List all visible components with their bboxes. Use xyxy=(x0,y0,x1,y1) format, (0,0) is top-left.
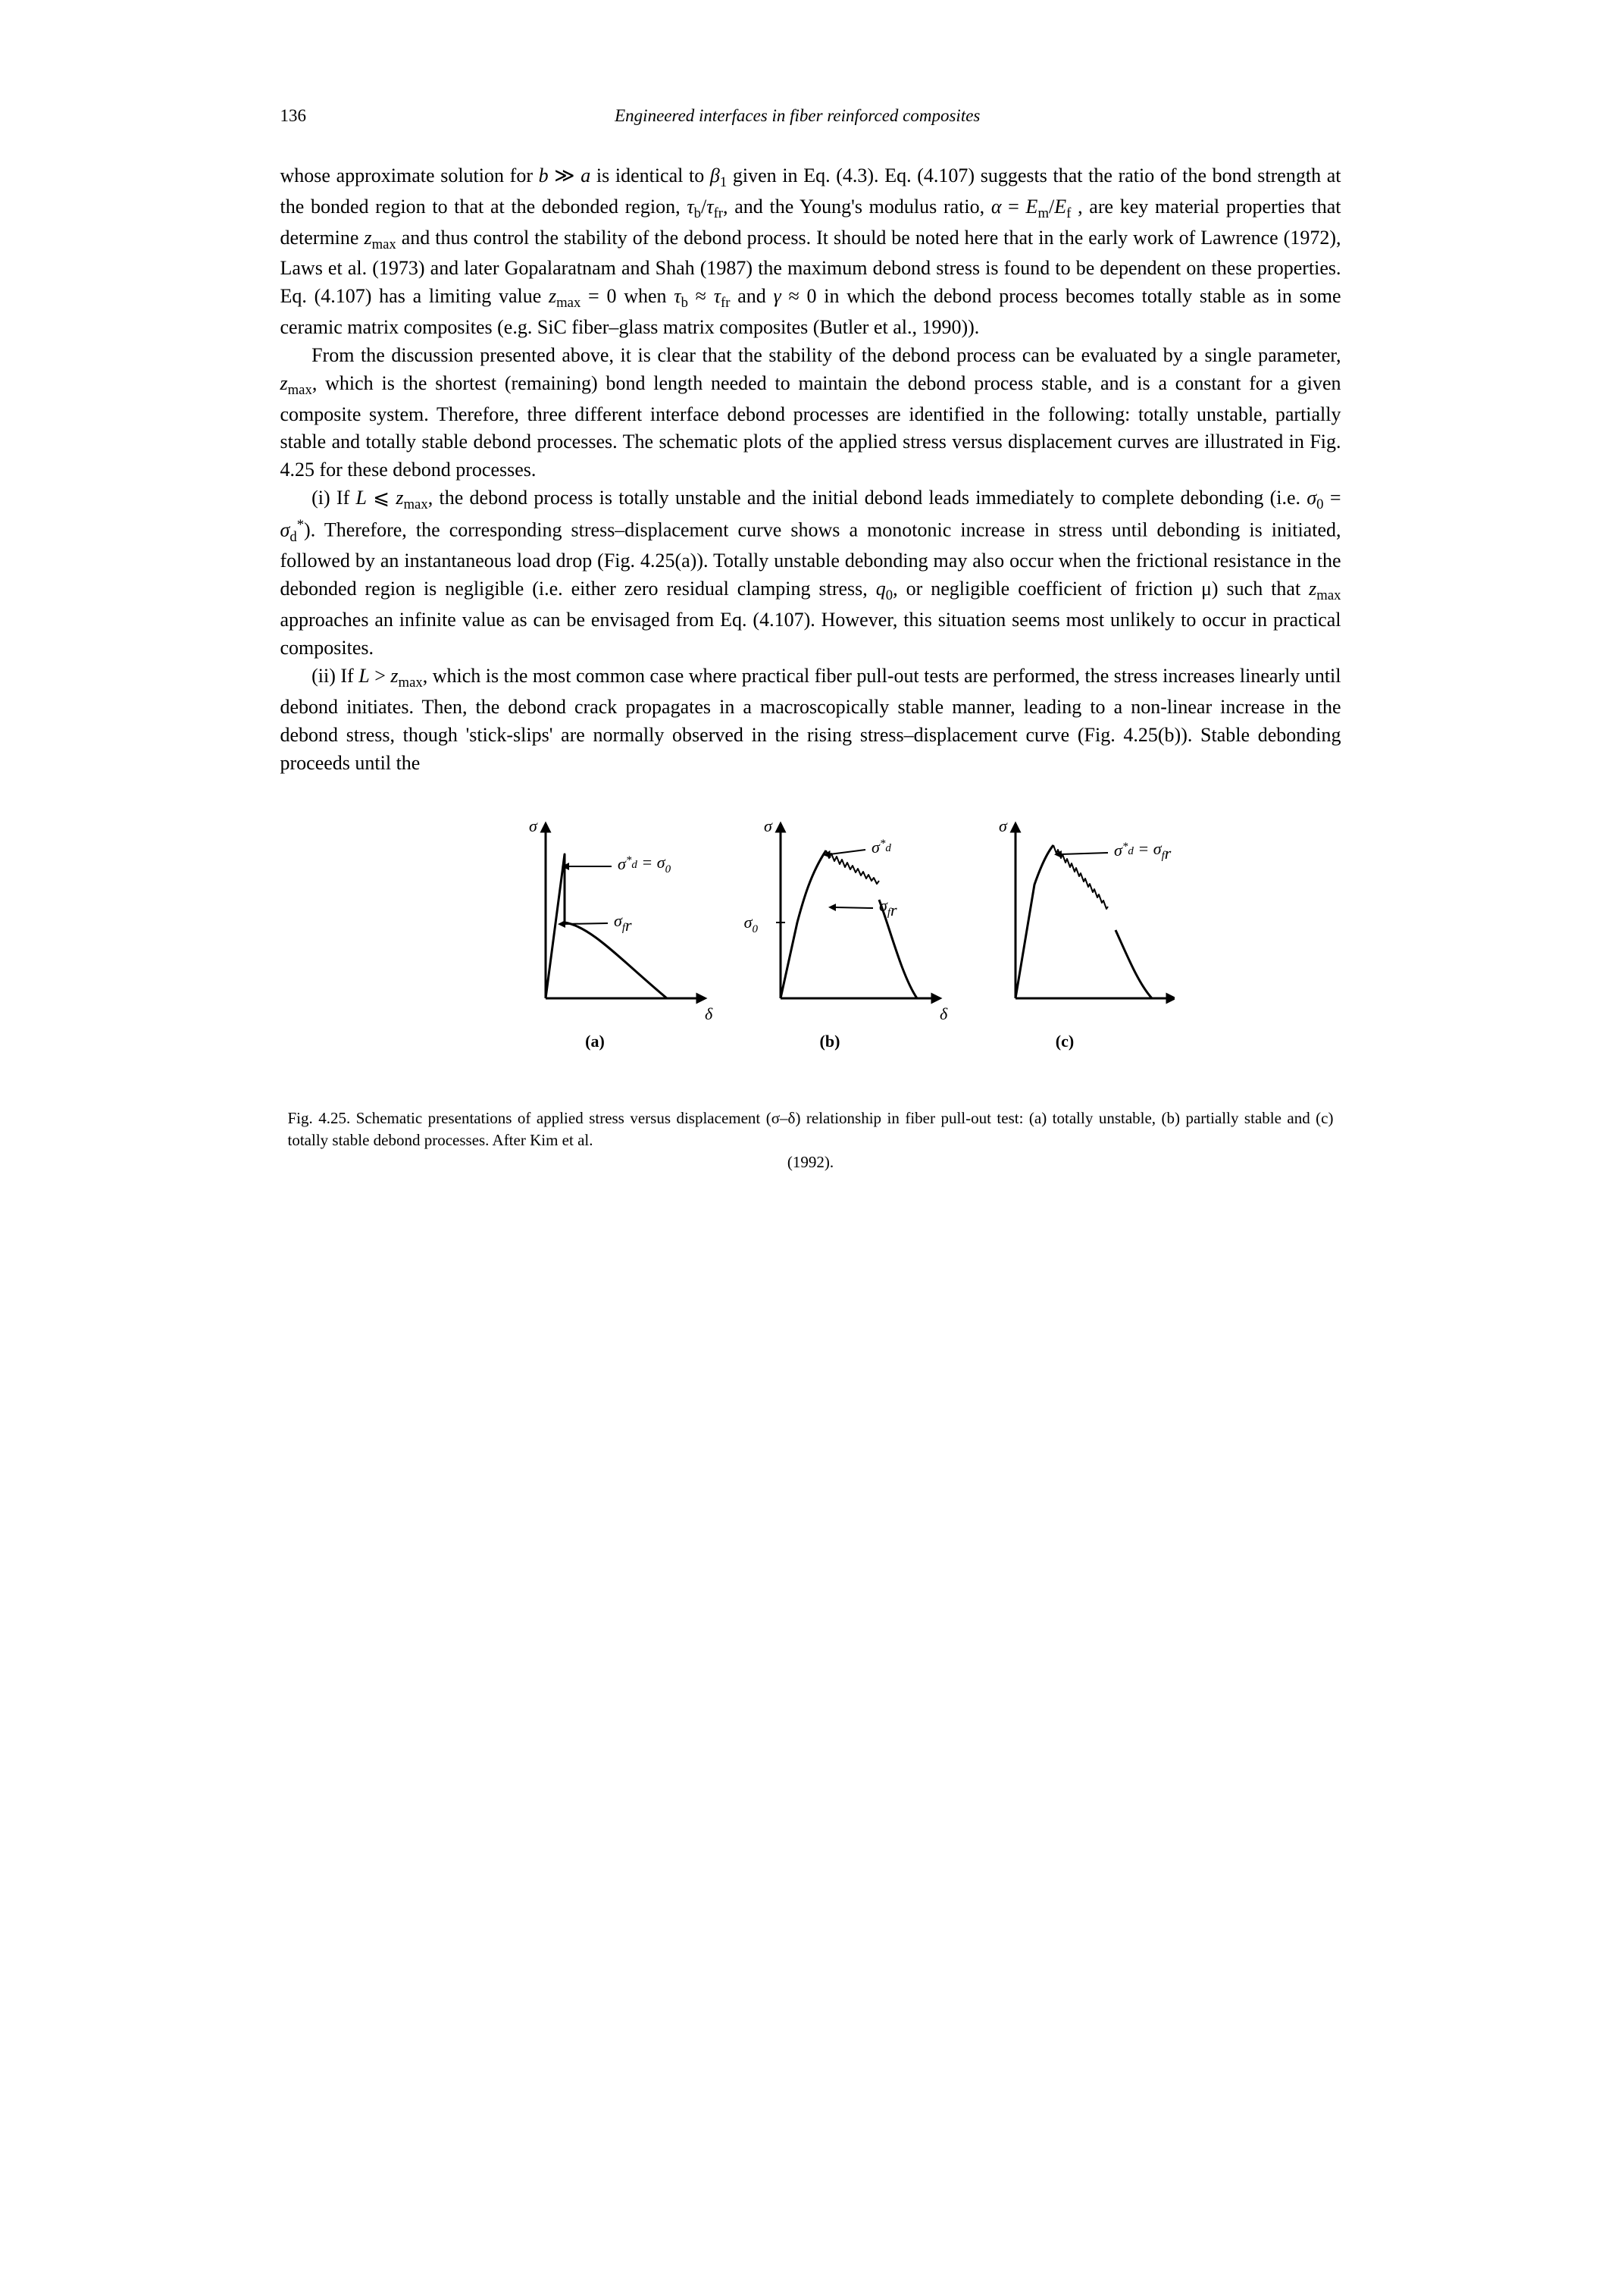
figure-4-25: σδσ*d = σ0σfr(a)σδσ0σ*dσfr(b)σδσ*d = σfr… xyxy=(280,809,1341,1173)
svg-text:σ*d: σ*d xyxy=(872,838,891,857)
paragraph-3: (i) If L ⩽ zmax, the debond process is t… xyxy=(280,484,1341,662)
svg-text:σfr: σfr xyxy=(614,911,632,935)
svg-text:σfr: σfr xyxy=(879,896,897,919)
svg-text:σ: σ xyxy=(764,816,773,835)
caption-year: (1992). xyxy=(288,1151,1334,1173)
figure-caption: Fig. 4.25. Schematic presentations of ap… xyxy=(280,1107,1341,1173)
running-title: Engineered interfaces in fiber reinforce… xyxy=(306,106,1289,126)
paragraph-2: From the discussion presented above, it … xyxy=(280,342,1341,484)
svg-text:σ*d = σ0: σ*d = σ0 xyxy=(618,853,671,875)
svg-text:σ: σ xyxy=(529,816,538,835)
paragraph-4: (ii) If L > zmax, which is the most comm… xyxy=(280,662,1341,777)
svg-text:σ0: σ0 xyxy=(743,913,758,935)
paragraph-1: whose approximate solution for b ≫ a is … xyxy=(280,162,1341,342)
svg-text:σ: σ xyxy=(999,816,1008,835)
svg-text:δ: δ xyxy=(940,1004,948,1023)
caption-main: Fig. 4.25. Schematic presentations of ap… xyxy=(288,1109,1334,1149)
body-text: whose approximate solution for b ≫ a is … xyxy=(280,162,1341,777)
page-number: 136 xyxy=(280,106,307,126)
page: 136 Engineered interfaces in fiber reinf… xyxy=(114,0,1508,1295)
svg-text:(b): (b) xyxy=(819,1032,840,1051)
figure-svg: σδσ*d = σ0σfr(a)σδσ0σ*dσfr(b)σδσ*d = σfr… xyxy=(447,809,1175,1082)
page-header: 136 Engineered interfaces in fiber reinf… xyxy=(280,106,1341,126)
svg-text:δ: δ xyxy=(705,1004,713,1023)
svg-text:σ*d = σfr: σ*d = σfr xyxy=(1114,839,1172,863)
svg-text:(c): (c) xyxy=(1055,1032,1073,1051)
svg-text:(a): (a) xyxy=(585,1032,605,1051)
